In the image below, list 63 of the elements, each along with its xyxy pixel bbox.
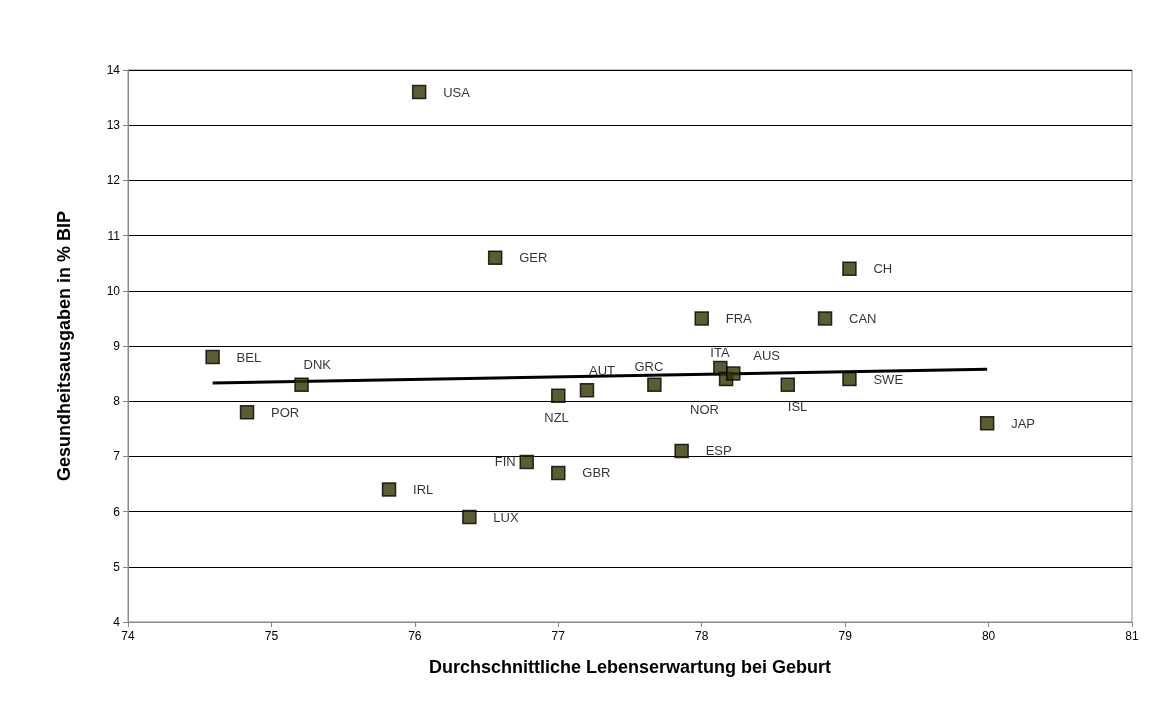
annotation: ISL <box>787 399 808 415</box>
x-tick-label: 79 <box>838 629 853 643</box>
annotation: FIN <box>494 454 516 470</box>
annotation: DNK <box>303 357 332 373</box>
x-tick-label: 76 <box>408 629 422 643</box>
x-tick-label: 75 <box>264 629 279 643</box>
annotation: IRL <box>413 482 434 498</box>
y-tick-label: 9 <box>113 339 121 353</box>
point <box>579 382 595 398</box>
annotation: POR <box>271 404 300 420</box>
y-tick-label: 13 <box>106 118 121 133</box>
annotation: GER <box>519 250 548 266</box>
point <box>817 311 833 326</box>
annotation: GRC <box>634 359 664 375</box>
point <box>205 349 220 365</box>
annotation: NZL <box>544 410 569 426</box>
y-tick-label: 10 <box>106 283 121 298</box>
y-tick-label: 6 <box>113 504 121 519</box>
y-tick-label: 8 <box>113 394 121 409</box>
annotation: JAP <box>1011 415 1035 431</box>
point <box>381 482 397 497</box>
point <box>487 250 503 265</box>
point <box>726 366 741 381</box>
annotation: NOR <box>690 401 719 417</box>
annotation: FRA <box>725 310 753 326</box>
point <box>842 371 857 387</box>
point <box>551 465 566 481</box>
annotation: CAN <box>849 310 877 326</box>
point <box>239 404 255 420</box>
point <box>411 84 427 100</box>
annotation: CH <box>873 261 893 277</box>
x-tick-label: 74 <box>121 629 135 643</box>
y-tick-label: 14 <box>106 63 121 77</box>
point <box>780 377 796 392</box>
annotation: ESP <box>705 443 732 459</box>
annotation: ITA <box>710 344 730 360</box>
annotation: GBR <box>582 465 611 481</box>
point <box>694 311 709 326</box>
y-tick-label: 7 <box>113 449 121 464</box>
annotation: BEL <box>236 349 262 365</box>
y-axis-title: Gesundheitsausgaben in % BIP <box>54 210 74 482</box>
point <box>519 454 534 470</box>
y-tick-label: 12 <box>106 173 121 188</box>
annotation: USA <box>443 84 471 100</box>
y-tick-label: 11 <box>107 228 121 243</box>
y-tick-label: 5 <box>113 559 121 574</box>
annotation: LUX <box>493 509 519 525</box>
point <box>979 416 995 431</box>
x-axis-title: Durchschnittliche Lebenserwartung bei Geburt <box>428 657 832 677</box>
x-tick-label: 80 <box>981 629 996 643</box>
annotation: AUS <box>753 348 781 364</box>
y-tick-label: 4 <box>113 615 121 629</box>
point <box>647 377 662 392</box>
annotation: AUT <box>588 362 616 378</box>
x-tick-label: 78 <box>695 629 709 643</box>
point <box>551 388 566 403</box>
annotation: SWE <box>873 371 904 387</box>
x-tick-label: 81 <box>1125 629 1139 643</box>
point <box>462 509 477 525</box>
point <box>674 443 689 459</box>
point <box>294 377 309 392</box>
point <box>842 261 857 276</box>
x-tick-label: 77 <box>551 629 566 643</box>
